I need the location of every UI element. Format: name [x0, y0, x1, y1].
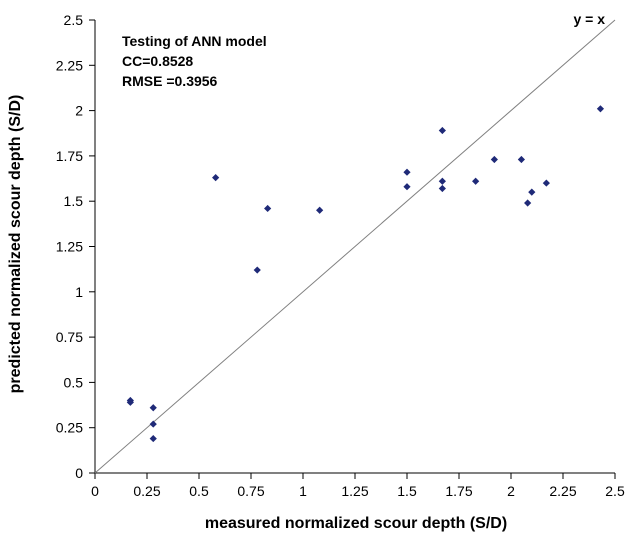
annotation-rmse: RMSE =0.3956	[122, 73, 218, 89]
x-tick-label: 2.5	[605, 483, 625, 499]
y-tick-label: 0	[75, 465, 83, 481]
data-point	[438, 184, 446, 193]
y-tick-label: 1.75	[56, 148, 83, 164]
y-tick-label: 2.5	[64, 12, 84, 28]
annotation-cc: CC=0.8528	[122, 53, 193, 69]
y-tick-label: 2	[75, 103, 83, 119]
data-point	[264, 204, 272, 213]
data-point	[253, 266, 261, 274]
data-point	[149, 420, 157, 428]
data-point	[403, 183, 411, 191]
y-tick-label: 1	[75, 284, 83, 300]
data-point	[149, 404, 157, 412]
data-point	[472, 177, 480, 185]
x-tick-label: 0.75	[237, 483, 264, 499]
data-point	[149, 434, 157, 443]
identity-line-label: y = x	[573, 11, 605, 27]
x-tick-label: 2	[507, 483, 515, 499]
data-point	[517, 155, 525, 164]
y-tick-label: 1.25	[56, 239, 83, 255]
data-point	[542, 179, 550, 187]
data-point	[403, 168, 411, 176]
x-tick-label: 0	[91, 483, 99, 499]
x-tick-label: 0.5	[189, 483, 209, 499]
tick-marks	[89, 19, 616, 479]
data-point	[212, 174, 220, 182]
y-tick-label: 0.25	[56, 420, 83, 436]
y-tick-label: 2.25	[56, 57, 83, 73]
y-tick-label: 0.75	[56, 329, 83, 345]
x-tick-label: 0.25	[133, 483, 160, 499]
data-point	[490, 155, 498, 164]
data-point	[596, 105, 605, 113]
data-point	[126, 398, 134, 406]
data-point	[528, 188, 536, 196]
x-tick-label: 1	[299, 483, 307, 499]
data-point	[524, 199, 532, 207]
identity-line	[94, 19, 616, 474]
data-point	[438, 126, 446, 135]
identity-line-group	[94, 19, 616, 474]
data-points	[126, 105, 605, 443]
x-tick-label: 1.25	[341, 483, 368, 499]
y-tick-label: 1.5	[64, 193, 84, 209]
data-point	[438, 177, 446, 185]
y-axis-title: predicted normalized scour depth (S/D)	[7, 95, 24, 394]
x-axis-title: measured normalized scour depth (S/D)	[205, 515, 507, 532]
data-point	[316, 206, 324, 214]
x-tick-label: 1.5	[397, 483, 417, 499]
annotation-model: Testing of ANN model	[122, 33, 267, 49]
y-tick-label: 0.5	[64, 374, 84, 390]
x-tick-label: 1.75	[445, 483, 472, 499]
x-tick-label: 2.25	[549, 483, 576, 499]
